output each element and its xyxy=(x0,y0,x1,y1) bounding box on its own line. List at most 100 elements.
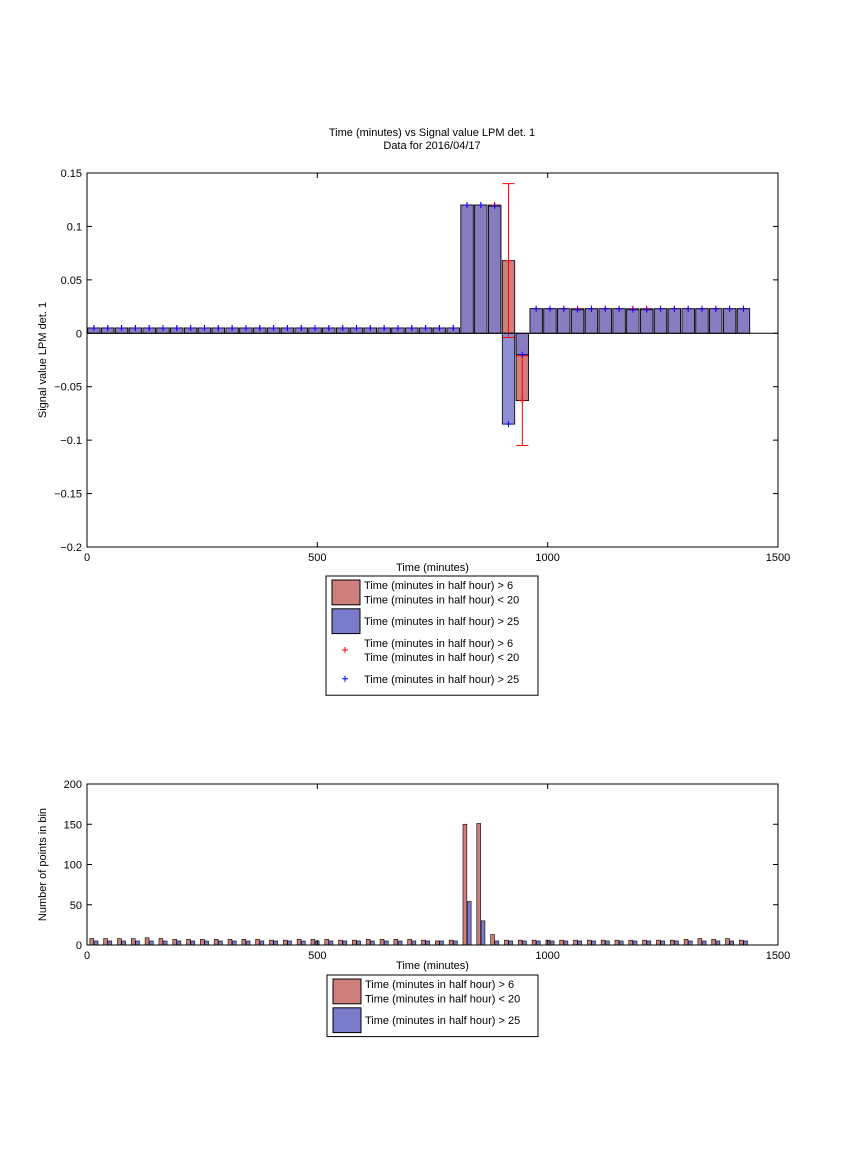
count-bar-blue xyxy=(453,940,458,946)
count-bar-red xyxy=(697,938,703,946)
y-tick-label: −0.15 xyxy=(54,489,82,501)
count-bar-red xyxy=(296,939,302,946)
count-bar-red xyxy=(103,938,108,946)
x-tick-label: 1500 xyxy=(766,950,790,962)
marker-blue xyxy=(588,305,595,312)
x-axis-ticks: 0 500 1000 1500 xyxy=(84,173,790,564)
marker-blue xyxy=(270,324,277,331)
count-bar-red xyxy=(186,939,191,946)
bar-blue xyxy=(529,308,543,334)
count-bar-blue xyxy=(121,940,126,946)
count-bar-blue xyxy=(301,940,306,946)
legend-entry-label: Time (minutes in half hour) < 20 xyxy=(365,994,520,1006)
y-axis-label: Number of points in bin xyxy=(37,808,49,921)
marker-blue xyxy=(256,324,263,331)
bar-blue xyxy=(543,308,557,334)
marker-blue xyxy=(394,324,401,331)
count-bar-blue xyxy=(273,940,278,946)
marker-blue xyxy=(574,306,581,313)
count-bar-blue xyxy=(328,940,334,946)
marker-blue xyxy=(422,324,429,331)
count-bar-red xyxy=(531,939,537,946)
count-bar-blue xyxy=(618,940,624,946)
marker-blue xyxy=(560,305,567,312)
count-bar-red xyxy=(338,939,343,946)
count-bar-red xyxy=(614,939,620,946)
count-bar-blue xyxy=(646,940,652,946)
legend-entry-label: Time (minutes in half hour) > 25 xyxy=(364,616,519,628)
marker-blue xyxy=(629,306,636,313)
count-bar-blue xyxy=(674,940,679,946)
marker-blue xyxy=(726,305,733,312)
bar-blue xyxy=(695,308,709,334)
marker-blue xyxy=(505,421,512,428)
marker-blue xyxy=(671,305,678,312)
y-tick-label: −0.05 xyxy=(54,382,82,394)
count-bar-red xyxy=(393,939,399,946)
marker-blue xyxy=(312,324,319,331)
count-bar-blue xyxy=(439,940,444,946)
legend: Time (minutes in half hour) > 6 Time (min… xyxy=(325,575,539,696)
count-bar-blue xyxy=(342,940,348,946)
y-tick-label: 0 xyxy=(76,328,82,340)
count-bar-blue xyxy=(549,940,555,946)
count-bar-red xyxy=(172,939,177,946)
count-bar-red xyxy=(711,939,716,946)
count-bar-red xyxy=(656,939,661,946)
count-bar-blue xyxy=(356,940,361,946)
y-tick-label: 50 xyxy=(70,900,82,912)
count-bar-red xyxy=(504,939,509,946)
count-bar-red xyxy=(725,938,730,946)
count-bar-blue xyxy=(190,940,196,946)
marker-blue xyxy=(187,324,194,331)
count-bar-red xyxy=(324,939,329,946)
count-bar-red xyxy=(407,939,412,946)
count-bar-red xyxy=(421,939,426,946)
x-tick-label: 500 xyxy=(308,950,326,962)
bar-blue xyxy=(501,332,516,425)
count-bar-red xyxy=(352,939,357,946)
bar-blue xyxy=(736,308,751,334)
legend-plus-marker xyxy=(342,675,348,682)
marker-blue xyxy=(740,305,747,312)
y-axis-label: Signal value LPM det. 1 xyxy=(37,302,49,418)
y-tick-label: 0.05 xyxy=(61,275,82,287)
bar-blue xyxy=(681,308,695,334)
chart-subtitle: Data for 2016/04/17 xyxy=(383,140,480,152)
count-bar-red xyxy=(683,939,689,946)
count-bar-red xyxy=(573,939,578,946)
bar-blue xyxy=(709,308,723,334)
count-bar-red xyxy=(200,939,205,946)
x-axis-label: Time (minutes) xyxy=(396,562,469,574)
count-bar-blue xyxy=(701,940,707,946)
count-bar-red xyxy=(435,940,440,946)
signal-markers xyxy=(90,202,747,428)
count-bar-blue xyxy=(370,940,375,946)
marker-blue xyxy=(477,202,484,209)
signal-chart: Time (minutes) vs Signal value LPM det. … xyxy=(37,127,790,696)
count-bar-blue xyxy=(605,940,610,946)
bar-blue xyxy=(515,332,529,356)
count-bar-red xyxy=(587,939,592,946)
bar-blue xyxy=(488,205,502,334)
count-bar-red xyxy=(490,934,495,946)
count-bar-red xyxy=(310,939,316,946)
marker-blue xyxy=(408,324,415,331)
marker-blue xyxy=(339,324,346,331)
bar-blue xyxy=(598,308,612,334)
marker-blue xyxy=(132,324,139,331)
count-bar-red xyxy=(213,939,219,946)
marker-blue xyxy=(173,324,180,331)
count-bar-blue xyxy=(743,940,748,946)
bar-blue xyxy=(557,308,571,334)
marker-blue xyxy=(146,324,153,331)
count-bar-red xyxy=(89,938,95,946)
count-bar-blue xyxy=(508,940,513,946)
bar-blue xyxy=(723,308,737,334)
marker-blue xyxy=(325,324,332,331)
count-bar-red xyxy=(365,939,371,946)
count-bar-blue xyxy=(245,940,251,946)
count-bar-blue xyxy=(425,940,430,946)
count-bar-blue xyxy=(176,940,182,946)
count-bar-blue xyxy=(494,940,500,946)
